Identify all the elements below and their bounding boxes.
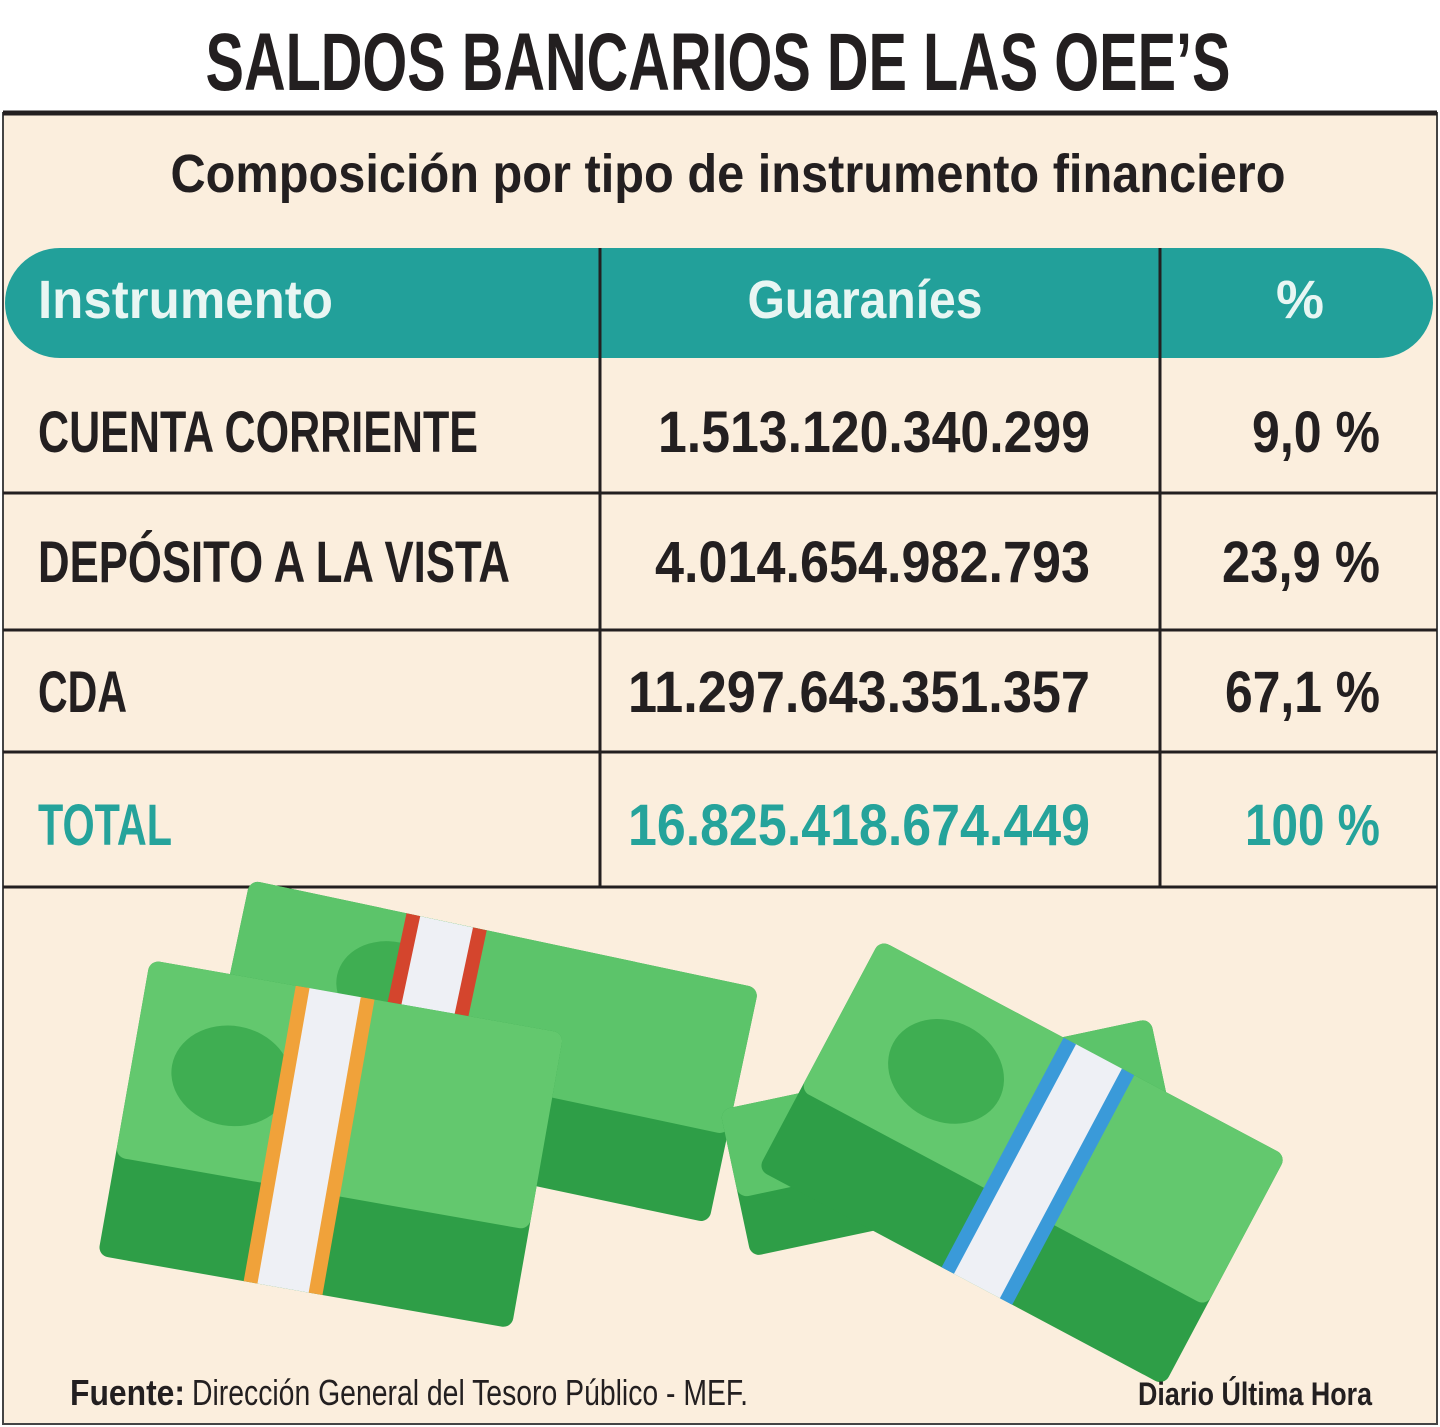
column-header: % xyxy=(1276,270,1324,330)
total-amount: 16.825.418.674.449 xyxy=(628,793,1090,858)
column-header: Instrumento xyxy=(38,270,333,330)
row-label: CUENTA CORRIENTE xyxy=(38,400,478,465)
credit: Diario Última Hora xyxy=(1138,1376,1372,1412)
title: SALDOS BANCARIOS DE LAS OEE’S xyxy=(206,17,1231,108)
percent: 9,0 % xyxy=(1252,400,1380,465)
column-header: Guaraníes xyxy=(748,270,983,330)
table-header xyxy=(5,248,1433,358)
row-label: DEPÓSITO A LA VISTA xyxy=(38,530,510,595)
amount: 1.513.120.340.299 xyxy=(658,400,1090,465)
subtitle: Composición por tipo de instrumento fina… xyxy=(171,144,1286,204)
source: Dirección General del Tesoro Público - M… xyxy=(192,1372,748,1413)
source-label: Fuente: xyxy=(70,1372,185,1413)
amount: 11.297.643.351.357 xyxy=(628,660,1090,725)
total-label: TOTAL xyxy=(38,793,172,858)
percent: 67,1 % xyxy=(1225,660,1380,725)
table-grid xyxy=(3,248,1437,889)
total-percent: 100 % xyxy=(1245,793,1380,858)
percent: 23,9 % xyxy=(1222,530,1380,595)
money-illustration xyxy=(99,881,1283,1382)
amount: 4.014.654.982.793 xyxy=(655,530,1090,595)
row-label: CDA xyxy=(38,660,127,725)
